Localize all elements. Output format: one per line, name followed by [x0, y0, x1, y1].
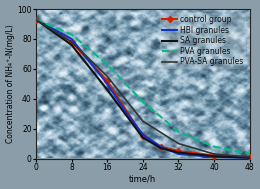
Line: PVA-SA granules: PVA-SA granules — [36, 19, 250, 157]
SA granules — [34, 18, 37, 21]
SA granules — [106, 89, 109, 91]
PVA granules — [106, 63, 109, 65]
PVA-SA granules — [212, 153, 216, 155]
HBl granules — [141, 133, 144, 136]
control group — [159, 145, 162, 148]
control group — [34, 18, 37, 21]
PVA-SA granules — [106, 75, 109, 77]
Line: HBl granules: HBl granules — [36, 19, 250, 158]
control group — [141, 135, 144, 137]
PVA granules — [70, 33, 73, 36]
PVA granules — [212, 145, 216, 148]
SA granules — [248, 157, 251, 159]
SA granules — [177, 151, 180, 154]
HBl granules — [159, 145, 162, 148]
Legend: control group, HBl granules, SA granules, PVA granules, PVA-SA granules: control group, HBl granules, SA granules… — [160, 13, 246, 69]
Line: control group: control group — [34, 17, 252, 159]
HBl granules — [124, 110, 127, 112]
control group — [70, 41, 73, 43]
PVA-SA granules — [70, 41, 73, 43]
HBl granules — [248, 157, 251, 159]
PVA-SA granules — [248, 156, 251, 158]
HBl granules — [212, 156, 216, 158]
control group — [106, 80, 109, 82]
HBl granules — [70, 38, 73, 40]
Line: PVA granules: PVA granules — [36, 19, 250, 154]
PVA granules — [177, 130, 180, 133]
PVA-SA granules — [177, 143, 180, 145]
Y-axis label: Concentration of NH₄⁺-N(mg/L): Concentration of NH₄⁺-N(mg/L) — [5, 24, 15, 143]
HBl granules — [34, 18, 37, 21]
SA granules — [159, 147, 162, 149]
SA granules — [212, 155, 216, 157]
control group — [177, 150, 180, 152]
PVA granules — [141, 101, 144, 103]
X-axis label: time/h: time/h — [129, 174, 157, 184]
PVA-SA granules — [34, 18, 37, 21]
HBl granules — [106, 83, 109, 85]
SA granules — [141, 136, 144, 139]
SA granules — [70, 44, 73, 46]
control group — [248, 156, 251, 158]
PVA granules — [248, 153, 251, 155]
Line: SA granules: SA granules — [36, 19, 250, 158]
control group — [212, 154, 216, 157]
PVA-SA granules — [141, 120, 144, 122]
HBl granules — [177, 153, 180, 155]
PVA granules — [34, 18, 37, 21]
